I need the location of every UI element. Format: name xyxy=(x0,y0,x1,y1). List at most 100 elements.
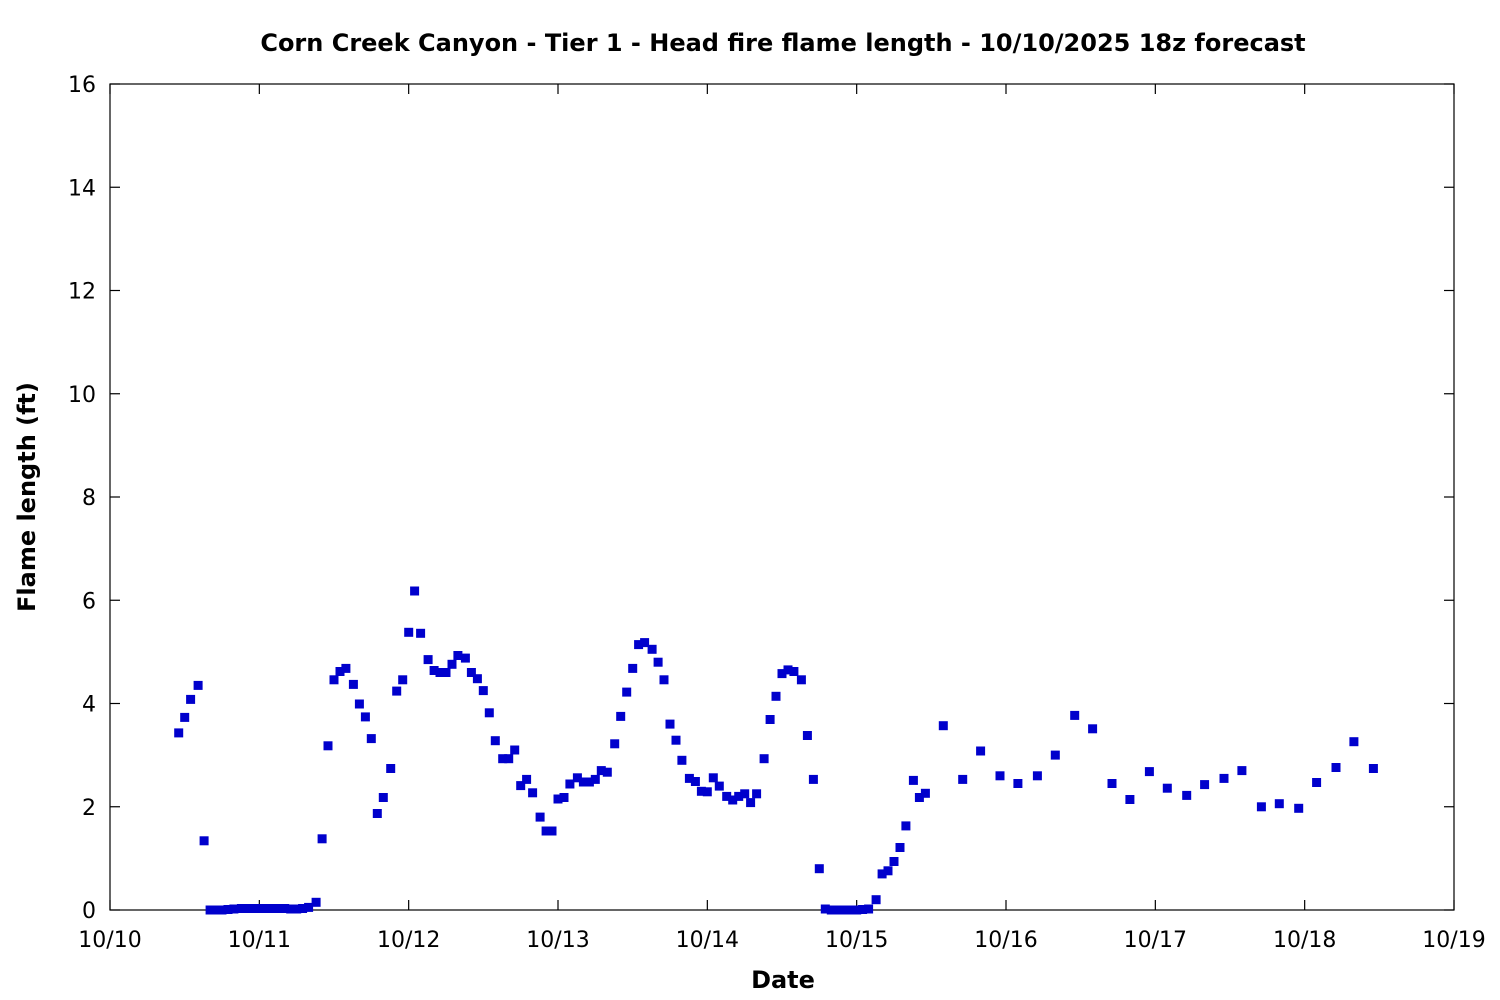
data-point xyxy=(771,691,781,701)
data-point xyxy=(329,675,339,685)
data-point xyxy=(1107,779,1117,788)
data-point xyxy=(298,904,308,913)
data-point xyxy=(510,745,520,755)
data-point xyxy=(777,669,787,679)
x-tick-label: 10/15 xyxy=(825,928,888,953)
data-point xyxy=(584,777,594,787)
x-tick-label: 10/11 xyxy=(228,928,291,953)
data-point xyxy=(1256,802,1266,812)
data-points xyxy=(174,586,1378,915)
data-point xyxy=(834,905,844,915)
data-point xyxy=(1050,750,1060,760)
data-point xyxy=(522,774,532,784)
data-point xyxy=(211,905,221,915)
data-point xyxy=(242,904,252,913)
y-tick-label: 12 xyxy=(68,280,96,305)
y-tick-label: 6 xyxy=(82,589,96,614)
data-point xyxy=(914,793,924,802)
data-point xyxy=(976,746,986,756)
data-point xyxy=(260,904,270,913)
data-point xyxy=(728,795,738,805)
data-point xyxy=(311,897,321,907)
data-point xyxy=(616,711,626,721)
data-point xyxy=(1162,783,1172,793)
data-point xyxy=(602,767,612,777)
data-point xyxy=(386,764,396,773)
data-point xyxy=(808,774,818,784)
data-point xyxy=(610,739,620,749)
data-point xyxy=(317,834,327,844)
data-point xyxy=(441,668,451,677)
data-point xyxy=(466,668,476,677)
data-point xyxy=(759,754,769,764)
data-point xyxy=(895,843,905,852)
y-tick-label: 0 xyxy=(82,899,96,924)
y-tick-label: 14 xyxy=(68,176,96,201)
data-point xyxy=(765,715,775,724)
data-point xyxy=(541,826,551,836)
y-tick-label: 10 xyxy=(68,383,96,408)
data-point xyxy=(640,638,650,648)
data-point xyxy=(1070,710,1080,720)
data-point xyxy=(871,895,881,905)
data-point xyxy=(280,904,290,913)
data-point xyxy=(590,774,600,784)
data-point xyxy=(378,793,388,802)
data-point xyxy=(1013,779,1023,788)
data-point xyxy=(435,668,445,677)
y-tick-label: 8 xyxy=(82,486,96,511)
data-point xyxy=(789,667,799,676)
data-point xyxy=(796,675,806,685)
y-axis-label: Flame length (ft) xyxy=(13,382,41,612)
data-point xyxy=(1312,778,1322,787)
data-point xyxy=(722,791,732,801)
data-point xyxy=(1088,724,1098,734)
data-point xyxy=(814,864,824,874)
data-point xyxy=(335,667,345,676)
data-point xyxy=(565,779,575,789)
data-point xyxy=(1331,763,1341,772)
data-point xyxy=(1219,773,1229,783)
data-point xyxy=(920,788,930,798)
data-point xyxy=(217,905,227,915)
data-point xyxy=(547,826,557,836)
plot-frame xyxy=(109,83,1455,911)
data-point xyxy=(740,789,750,799)
data-point xyxy=(665,719,675,729)
data-point xyxy=(1294,803,1304,813)
data-point xyxy=(852,905,862,915)
data-point xyxy=(634,640,644,650)
data-point xyxy=(535,812,545,822)
data-point xyxy=(958,774,968,784)
data-point xyxy=(858,905,868,914)
data-point xyxy=(229,904,239,914)
data-point xyxy=(671,735,681,745)
data-point xyxy=(752,789,762,799)
data-point xyxy=(659,675,669,685)
data-point xyxy=(553,794,563,804)
data-point xyxy=(572,773,582,783)
data-point xyxy=(186,694,196,704)
data-point xyxy=(398,675,408,685)
data-point xyxy=(392,686,402,696)
data-point xyxy=(180,712,190,722)
data-point xyxy=(826,905,836,915)
x-tick-label: 10/10 xyxy=(78,928,141,953)
data-point xyxy=(938,721,948,731)
x-tick-label: 10/17 xyxy=(1124,928,1187,953)
data-point xyxy=(286,904,296,914)
data-point xyxy=(877,869,887,879)
data-point xyxy=(677,755,687,765)
y-tick-labels: 0 2 4 6 8 10 12 14 16 xyxy=(68,73,96,924)
data-point xyxy=(883,866,893,876)
data-point xyxy=(684,773,694,783)
data-point xyxy=(746,798,756,808)
data-point xyxy=(248,904,258,913)
x-tick-labels: 10/10 10/11 10/12 10/13 10/14 10/15 10/16 10/17… xyxy=(78,928,1485,953)
data-point xyxy=(820,904,830,914)
data-point xyxy=(472,674,482,684)
data-point xyxy=(193,680,203,690)
data-point xyxy=(254,904,264,913)
data-point xyxy=(1032,771,1042,781)
